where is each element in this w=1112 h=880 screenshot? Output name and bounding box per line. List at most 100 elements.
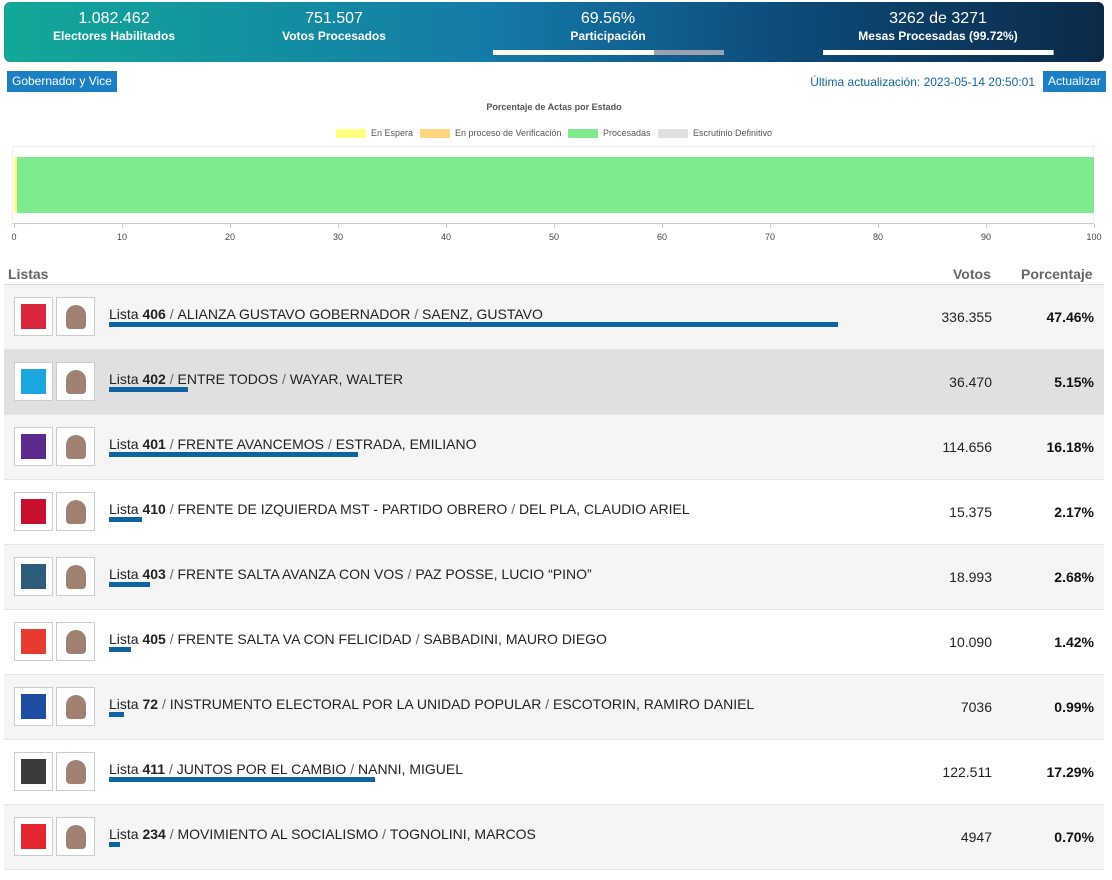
- percent-bar: [109, 582, 151, 587]
- party-logo: [14, 622, 53, 661]
- legend-swatch: [568, 128, 598, 138]
- candidate-name: PAZ POSSE, LUCIO “PINO”: [415, 566, 592, 582]
- separator: /: [168, 761, 173, 777]
- logo-mark: [21, 759, 46, 784]
- tick-mark: [554, 224, 555, 228]
- percent: 0.70%: [1054, 829, 1094, 845]
- percent-bar: [109, 322, 838, 327]
- party-logo: [14, 362, 53, 401]
- candidate-name: TOGNOLINI, MARCOS: [389, 826, 536, 842]
- photo-face: [65, 305, 86, 329]
- stat-label: Votos Procesados: [282, 29, 386, 43]
- party-logo: [14, 687, 53, 726]
- photo-face: [65, 630, 86, 654]
- percent: 2.17%: [1054, 504, 1094, 520]
- list-number: 411: [142, 761, 166, 777]
- separator: /: [169, 566, 174, 582]
- stat-label: Mesas Procesadas (99.72%): [858, 29, 1018, 43]
- logo-mark: [21, 434, 46, 459]
- tick-mark: [878, 224, 879, 228]
- candidate-photo: [56, 557, 95, 596]
- table-rule: [4, 284, 1104, 285]
- logo-mark: [21, 694, 46, 719]
- separator: /: [169, 631, 174, 647]
- candidate-name: WAYAR, WALTER: [289, 371, 404, 387]
- bar-segment: [17, 157, 1094, 213]
- percent-bar: [109, 712, 125, 717]
- percent-bar: [109, 842, 120, 847]
- category-button[interactable]: Gobernador y Vice: [7, 71, 117, 92]
- stat: 69.56% Participación: [498, 10, 718, 43]
- logo-mark: [21, 824, 46, 849]
- summary-header: 1.082.462 Electores Habilitados 751.507 Vot…: [4, 2, 1104, 62]
- list-label: Lista 403 / FRENTE SALTA AVANZA CON VOS …: [109, 566, 592, 582]
- party-name: FRENTE AVANCEMOS: [177, 436, 325, 452]
- separator: /: [169, 436, 174, 452]
- list-label: Lista 72 / INSTRUMENTO ELECTORAL POR LA …: [109, 696, 754, 712]
- votes: 114.656: [942, 439, 992, 455]
- list-number: 401: [142, 436, 166, 452]
- party-logo: [14, 492, 53, 531]
- logo-mark: [21, 369, 46, 394]
- stat-label: Electores Habilitados: [52, 29, 176, 43]
- logo-mark: [21, 499, 46, 524]
- list-word: Lista: [109, 436, 139, 452]
- last-update: Última actualización: 2023-05-14 20:50:0…: [810, 75, 1035, 89]
- x-tick-label: 50: [548, 232, 560, 242]
- result-row: Lista 234 / MOVIMIENTO AL SOCIALISMO / T…: [4, 805, 1104, 870]
- separator: /: [545, 696, 550, 712]
- percent: 16.18%: [1046, 439, 1094, 455]
- list-word: Lista: [109, 696, 139, 712]
- legend-swatch: [658, 128, 688, 138]
- separator: /: [382, 826, 386, 842]
- list-word: Lista: [109, 566, 139, 582]
- separator: /: [407, 566, 412, 582]
- list-number: 403: [142, 566, 166, 582]
- stat: 751.507 Votos Procesados: [224, 10, 444, 43]
- votes: 10.090: [949, 634, 992, 650]
- tick-mark: [662, 224, 663, 228]
- list-number: 410: [142, 501, 166, 517]
- list-word: Lista: [109, 826, 139, 842]
- separator: /: [511, 501, 516, 517]
- x-tick-label: 90: [980, 232, 992, 242]
- percent-bar: [109, 517, 143, 522]
- votes: 336.355: [941, 309, 992, 325]
- x-tick-label: 0: [11, 232, 17, 242]
- candidate-photo: [56, 362, 95, 401]
- list-number: 406: [142, 306, 166, 322]
- column-header: Votos: [953, 266, 991, 282]
- party-name: FRENTE SALTA AVANZA CON VOS: [177, 566, 404, 582]
- tick-mark: [446, 224, 447, 228]
- logo-mark: [21, 564, 46, 589]
- separator: /: [414, 306, 419, 322]
- stat: 1.082.462 Electores Habilitados: [4, 10, 224, 43]
- legend-item: Procesadas: [568, 128, 651, 138]
- photo-face: [65, 825, 86, 849]
- percent: 17.29%: [1046, 764, 1094, 780]
- result-row: Lista 403 / FRENTE SALTA AVANZA CON VOS …: [4, 545, 1104, 610]
- stat-value: 69.56%: [580, 10, 636, 27]
- tick-mark: [230, 224, 231, 228]
- column-header: Listas: [8, 266, 49, 282]
- party-name: INSTRUMENTO ELECTORAL POR LA UNIDAD POPU…: [169, 696, 542, 712]
- result-row: Lista 411 / JUNTOS POR EL CAMBIO / NANNI…: [4, 740, 1104, 805]
- list-number: 234: [142, 826, 166, 842]
- percent-bar: [109, 777, 375, 782]
- candidate-name: SABBADINI, MAURO DIEGO: [423, 631, 607, 647]
- votes: 122.511: [942, 764, 992, 780]
- separator: /: [169, 371, 174, 387]
- legend-item: En Espera: [336, 128, 413, 138]
- votes: 36.470: [949, 374, 992, 390]
- legend-item: En proceso de Verificación: [420, 128, 562, 138]
- legend-item: Escrutinio Definitivo: [658, 128, 772, 138]
- progress-track: [493, 50, 724, 55]
- separator: /: [282, 371, 286, 387]
- votes: 18.993: [949, 569, 992, 585]
- progress-fill: [823, 50, 1054, 55]
- percent-bar: [109, 452, 358, 457]
- refresh-button[interactable]: Actualizar: [1043, 71, 1106, 92]
- candidate-name: SAENZ, GUSTAVO: [422, 306, 543, 322]
- party-name: MOVIMIENTO AL SOCIALISMO: [177, 826, 379, 842]
- result-row: Lista 410 / FRENTE DE IZQUIERDA MST - PA…: [4, 480, 1104, 545]
